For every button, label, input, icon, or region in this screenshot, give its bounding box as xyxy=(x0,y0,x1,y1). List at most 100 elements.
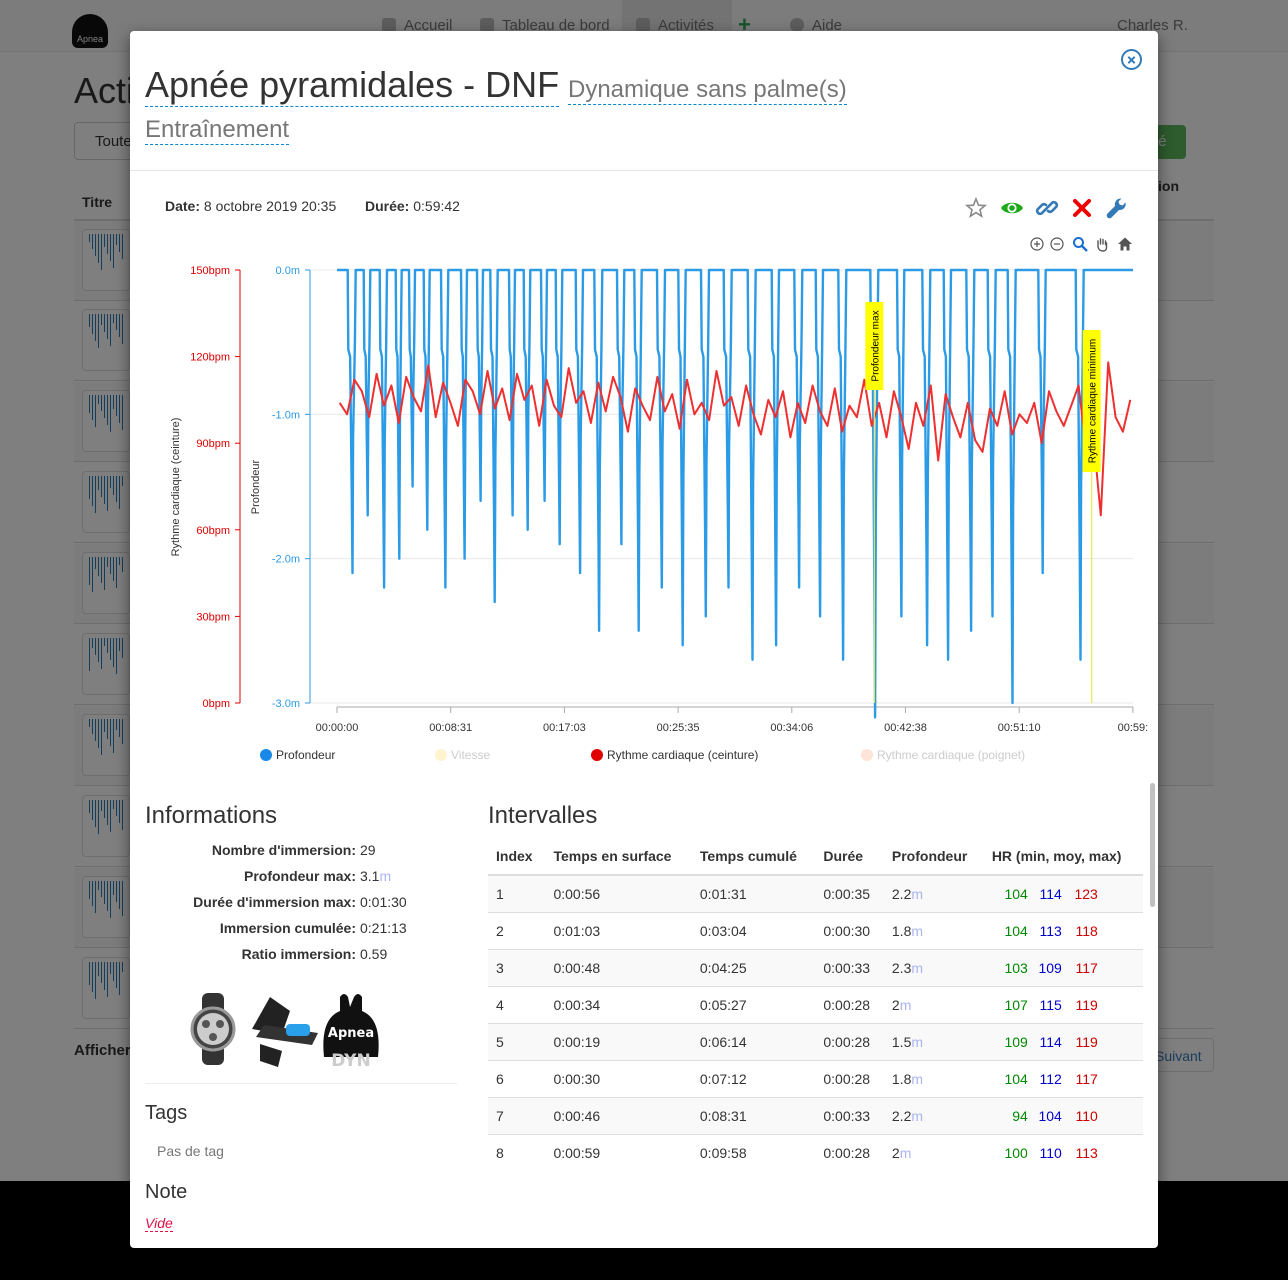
cell-depth: 1.8m xyxy=(883,911,984,949)
hr-max: 117 xyxy=(1075,959,1098,976)
col-hr[interactable]: HR (min, moy, max) xyxy=(983,838,1143,876)
pan-icon[interactable] xyxy=(1094,236,1110,252)
link-icon[interactable] xyxy=(1035,196,1059,220)
legend-vitesse[interactable]: Vitesse xyxy=(435,748,490,762)
unit-label: m xyxy=(899,1144,912,1161)
legend-hr-poignet[interactable]: Rythme cardiaque (poignet) xyxy=(861,748,1025,762)
legend-dot xyxy=(591,749,603,761)
duration-label: Durée: xyxy=(365,198,410,214)
cell-depth: 2.3m xyxy=(883,948,984,986)
info-value: 29 xyxy=(360,842,376,858)
legend-label: Rythme cardiaque (poignet) xyxy=(877,748,1026,762)
x-tick-label: 00:51:10 xyxy=(998,722,1041,734)
date-label: Date: xyxy=(165,198,201,214)
intervals-table: Index Temps en surface Temps cumulé Duré… xyxy=(488,838,1143,1181)
close-icon[interactable] xyxy=(1121,49,1142,70)
info-number: 3.1 xyxy=(360,868,380,884)
cell-hr: 109 114 119 xyxy=(983,1022,1143,1060)
unit-label: m xyxy=(379,868,392,884)
depth-tick-label: 0.0m xyxy=(276,265,300,277)
hr-min: 94 xyxy=(1012,1107,1028,1124)
eye-icon[interactable] xyxy=(1000,196,1024,220)
cell-depth: 1.8m xyxy=(883,1059,984,1097)
table-row[interactable]: 8 0:00:59 0:09:58 0:00:28 2m 100 110 113 xyxy=(488,1133,1143,1171)
table-row[interactable]: 5 0:00:19 0:06:14 0:00:28 1.5m 109 114 119 xyxy=(488,1022,1143,1060)
hr-max: 118 xyxy=(1075,922,1098,939)
star-icon[interactable] xyxy=(964,196,988,220)
table-row[interactable]: 7 0:00:46 0:08:31 0:00:33 2.2m 94 104 110 xyxy=(488,1096,1143,1134)
hr-min: 107 xyxy=(1004,996,1028,1013)
cell-surface: 0:00:56 xyxy=(545,874,692,912)
legend-label: Rythme cardiaque (ceinture) xyxy=(607,748,759,762)
activity-date: Date: 8 octobre 2019 20:35 xyxy=(165,198,336,214)
info-label: Nombre d'immersion: xyxy=(211,842,356,858)
cell-surface: 0:00:34 xyxy=(545,985,692,1023)
info-value: 0:01:30 xyxy=(360,894,407,910)
hr-min: 104 xyxy=(1004,885,1028,902)
col-cumul[interactable]: Temps cumulé xyxy=(691,838,816,876)
wrench-icon[interactable] xyxy=(1105,196,1129,220)
cell-surface: 0:00:48 xyxy=(545,948,692,986)
legend-hr-ceinture[interactable]: Rythme cardiaque (ceinture) xyxy=(591,748,758,762)
legend-label: Profondeur xyxy=(276,748,336,762)
hr-max: 119 xyxy=(1075,996,1098,1013)
depth-value: 1.8 xyxy=(891,922,912,939)
table-row[interactable]: 3 0:00:48 0:04:25 0:00:33 2.3m 103 109 117 xyxy=(488,948,1143,986)
modal-scrollbar[interactable] xyxy=(1150,783,1155,907)
cell-cumul: 0:06:14 xyxy=(691,1022,816,1060)
devices: Apnea DYN xyxy=(190,993,379,1069)
x-tick-label: 00:17:03 xyxy=(543,722,586,734)
cell-surface: 0:00:59 xyxy=(545,1133,692,1171)
table-row[interactable]: 2 0:01:03 0:03:04 0:00:30 1.8m 104 113 118 xyxy=(488,911,1143,949)
cell-index: 2 xyxy=(488,911,546,949)
zoom-in-icon[interactable] xyxy=(1029,236,1045,252)
col-surface[interactable]: Temps en surface xyxy=(545,838,692,876)
unit-label: m xyxy=(911,959,924,976)
activity-title[interactable]: Apnée pyramidales - DNF xyxy=(145,64,560,107)
badge-top-text: Apnea xyxy=(328,1026,374,1041)
duration-value: 0:59:42 xyxy=(413,198,460,214)
annotation-box xyxy=(1082,330,1101,472)
note-value[interactable]: Vide xyxy=(145,1215,173,1232)
table-row[interactable]: 4 0:00:34 0:05:27 0:00:28 2m 107 115 119 xyxy=(488,985,1143,1023)
col-duree[interactable]: Durée xyxy=(815,838,884,876)
depth-axis-title: Profondeur xyxy=(250,459,262,514)
info-value: 0.59 xyxy=(360,946,387,962)
cell-duree: 0:00:30 xyxy=(815,911,884,949)
col-index[interactable]: Index xyxy=(488,838,546,876)
activity-category[interactable]: Entraînement xyxy=(145,116,290,145)
cell-index: 7 xyxy=(488,1096,546,1134)
table-row[interactable]: 1 0:00:56 0:01:31 0:00:35 2.2m 104 114 123 xyxy=(488,874,1143,912)
col-depth[interactable]: Profondeur xyxy=(883,838,984,876)
hr-min: 100 xyxy=(1004,1144,1028,1161)
cell-duree: 0:00:35 xyxy=(815,874,884,912)
info-value: 3.1m xyxy=(360,868,391,884)
legend-profondeur[interactable]: Profondeur xyxy=(260,748,335,762)
activity-discipline[interactable]: Dynamique sans palme(s) xyxy=(568,76,847,105)
zoom-out-icon[interactable] xyxy=(1049,236,1065,252)
cell-cumul: 0:05:27 xyxy=(691,985,816,1023)
hr-max: 119 xyxy=(1075,1033,1098,1050)
depth-value: 2.3 xyxy=(891,959,912,976)
zoom-select-icon[interactable] xyxy=(1072,236,1088,252)
cell-hr: 104 114 123 xyxy=(983,874,1143,912)
unit-label: m xyxy=(911,885,924,902)
legend-dot xyxy=(260,749,272,761)
hr-avg: 112 xyxy=(1039,1070,1062,1087)
activity-chart[interactable]: 150bpm 120bpm 90bpm 60bpm 30bpm 0bpm 0.0m -1.0m… xyxy=(130,256,1158,776)
cell-cumul: 0:09:58 xyxy=(691,1133,816,1171)
badge-bottom-text: DYN xyxy=(331,1051,370,1069)
cell-hr: 107 115 119 xyxy=(983,985,1143,1023)
delete-icon[interactable] xyxy=(1070,196,1094,220)
cell-cumul: 0:01:31 xyxy=(691,874,816,912)
cell-cumul: 0:08:31 xyxy=(691,1096,816,1134)
x-tick-label: 00:59: xyxy=(1118,722,1149,734)
info-row: Durée d'immersion max: 0:01:30 xyxy=(145,894,445,920)
hr-axis-title: Rythme cardiaque (ceinture) xyxy=(170,418,182,557)
table-row[interactable]: 6 0:00:30 0:07:12 0:00:28 1.8m 104 112 117 xyxy=(488,1059,1143,1097)
home-icon[interactable] xyxy=(1117,236,1133,252)
hr-tick-label: 90bpm xyxy=(196,438,230,450)
hr-max: 113 xyxy=(1075,1144,1098,1161)
hr-max: 123 xyxy=(1074,885,1098,902)
unit-label: m xyxy=(911,1070,924,1087)
